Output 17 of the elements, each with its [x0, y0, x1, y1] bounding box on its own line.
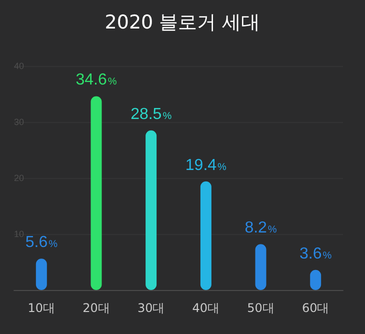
data-label: 28.5%: [130, 106, 172, 123]
bar: [200, 181, 212, 290]
data-label: 3.6%: [300, 245, 332, 262]
x-tick-label: 20대: [82, 301, 110, 315]
x-tick-label: 40대: [192, 301, 220, 315]
bar: [90, 96, 102, 290]
bar: [146, 130, 157, 290]
chart-title: 2020 블로거 세대: [104, 12, 260, 34]
x-tick-label: 50대: [247, 301, 274, 315]
data-label: 8.2%: [244, 220, 277, 237]
data-label: 5.6%: [25, 234, 58, 252]
x-tick-label: 30대: [137, 301, 165, 315]
x-tick-label: 60대: [302, 301, 330, 315]
data-label: 34.6%: [76, 72, 117, 89]
x-tick-label: 10대: [28, 301, 56, 315]
bar: [255, 244, 266, 290]
data-label: 19.4%: [185, 156, 227, 174]
